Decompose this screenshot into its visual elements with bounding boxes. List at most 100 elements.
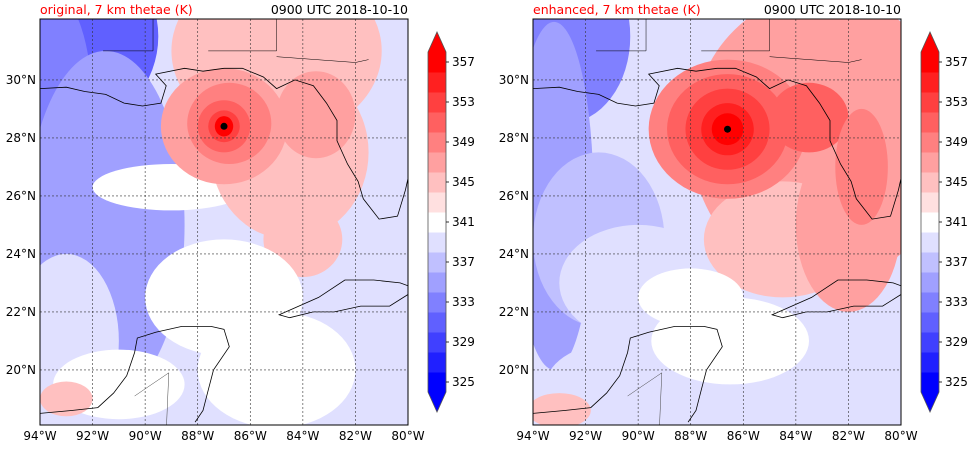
map-frame [532,18,902,426]
colorbar-segment [428,92,446,113]
colorbar-segment [921,112,939,133]
colorbar-segment [428,252,446,273]
panel-right-time: 0900 UTC 2018-10-10 [763,2,901,17]
x-tick-label: 84°W [286,429,319,443]
thetae-contour-region [276,71,356,159]
colorbar-segment [921,232,939,253]
y-tick-label: 26°N [499,189,529,203]
colorbar-segment [428,132,446,153]
colorbar-tick-label: 357 [945,55,968,69]
border-yucatan-states [627,372,663,425]
x-tick-label: 90°W [622,429,655,443]
colorbar-tick-label: 329 [945,335,968,349]
colorbar-segment [428,112,446,133]
border-louisiana-mississippi [596,19,647,52]
coastline-us-gulf [533,67,901,220]
map-panel-enhanced: 94°W 92°W 90°W 88°W 86°W 84°W 82°W 80°W 20°N 22°N… [499,18,918,443]
colorbar-segment [921,372,939,393]
colorbar-outline [920,31,940,413]
y-tick-label: 28°N [6,131,36,145]
y-tick-label: 22°N [6,305,36,319]
colorbar-segment [921,152,939,173]
colorbar-tick-label: 349 [452,135,475,149]
colorbar-tick-label: 353 [452,95,475,109]
colorbar-segment [428,312,446,333]
thetae-field [40,19,408,425]
x-tick-label: 88°W [674,429,707,443]
colorbar-segment [428,72,446,93]
y-tick-label: 24°N [6,247,36,261]
storm-center-marker [220,122,228,130]
colorbar-segment [428,152,446,173]
map-panel-original: 94°W 92°W 90°W 88°W 86°W 84°W 82°W 80°W 20°N 22°N… [6,18,425,443]
colorbar-segment [921,352,939,373]
colorbar-segment [428,372,446,393]
colorbar-tick-label: 333 [945,295,968,309]
colorbar-tick-label: 337 [945,255,968,269]
y-tick-label: 24°N [499,247,529,261]
coastline-yucatan [40,326,230,423]
colorbar-segment [921,52,939,73]
thetae-contour-region [533,393,591,425]
colorbar-tick-label: 353 [945,95,968,109]
colorbar-tick-label: 329 [452,335,475,349]
x-tick-label: 92°W [569,429,602,443]
x-tick-label: 86°W [234,429,267,443]
colorbar-segment [921,172,939,193]
colorbar-extend-max [428,32,446,52]
colorbar-segment [428,332,446,353]
colorbar-segment [921,292,939,313]
x-tick-label: 80°W [391,429,424,443]
y-tick-label: 26°N [6,189,36,203]
colorbar-outline [427,31,447,413]
map-frame [39,18,409,426]
colorbar-tick-label: 357 [452,55,475,69]
y-tick-label: 30°N [6,73,36,87]
colorbar-extend-min [428,392,446,412]
colorbar-segment [921,312,939,333]
thetae-field [533,19,901,425]
x-tick-label: 92°W [76,429,109,443]
coastline-us-gulf [40,67,408,220]
x-tick-label: 88°W [181,429,214,443]
x-tick-label: 84°W [779,429,812,443]
y-tick-label: 28°N [499,131,529,145]
x-tick-label: 90°W [129,429,162,443]
colorbar-tick-label: 341 [452,215,475,229]
colorbar-segment [428,52,446,73]
colorbar-segment [428,192,446,213]
storm-center-marker [724,125,732,133]
colorbar-segment [428,352,446,373]
colorbar-segment [921,132,939,153]
x-tick-label: 86°W [727,429,760,443]
x-tick-label: 94°W [516,429,549,443]
colorbar-tick-label: 345 [452,175,475,189]
y-tick-label: 30°N [499,73,529,87]
colorbar-tick-label: 349 [945,135,968,149]
colorbar-segment [921,92,939,113]
panel-left-title: original, 7 km thetae (K) [40,2,193,17]
thetae-contour-region [197,311,356,425]
thetae-contour-region [40,381,93,417]
border-louisiana-mississippi [103,19,154,52]
colorbar-tick-label: 325 [945,375,968,389]
colorbar-original: 325 329 333 337 341 345 349 353 357 [427,31,475,413]
colorbar-tick-label: 341 [945,215,968,229]
border-georgia-florida [769,56,862,63]
panel-right-title: enhanced, 7 km thetae (K) [533,2,701,17]
colorbar-segment [921,332,939,353]
coastline-yucatan [533,326,723,423]
colorbar-enhanced: 325 329 333 337 341 345 349 353 357 [920,31,968,413]
colorbar-segment [428,292,446,313]
panel-left-time: 0900 UTC 2018-10-10 [270,2,408,17]
colorbar-extend-min [921,392,939,412]
thetae-contour-region [638,268,744,327]
y-tick-label: 20°N [499,363,529,377]
colorbar-segment [921,252,939,273]
colorbar-segment [921,72,939,93]
colorbar-segment [428,172,446,193]
thetae-contour-region [835,108,888,225]
colorbar-tick-label: 345 [945,175,968,189]
x-tick-label: 82°W [339,429,372,443]
